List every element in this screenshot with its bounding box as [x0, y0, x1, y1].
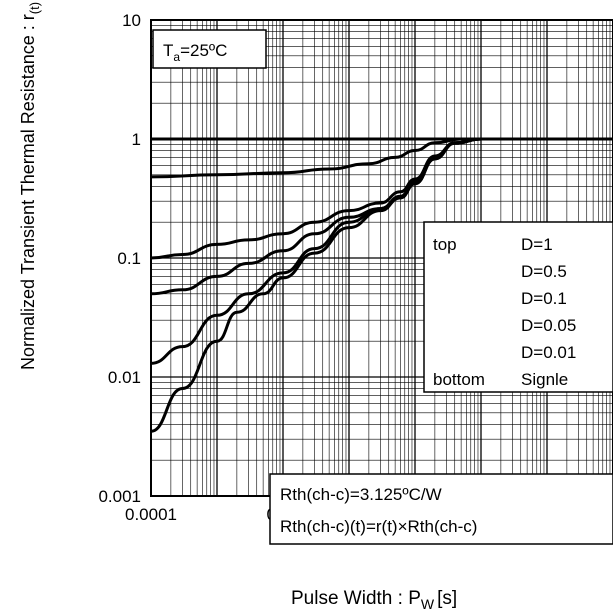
- legend-entry: D=0.01: [521, 343, 576, 362]
- series-line: [150, 137, 613, 179]
- legend-entry: D=0.5: [521, 262, 567, 281]
- x-axis-label: Pulse Width : PW [s]: [291, 588, 457, 611]
- legend-entry: D=0.05: [521, 316, 576, 335]
- y-tick-label: 0.01: [108, 368, 141, 387]
- legend-first-label: top: [433, 235, 457, 254]
- annotation-line-1: Rth(ch-c)=3.125ºC/W: [280, 485, 442, 504]
- legend-last-label: bottom: [433, 370, 485, 389]
- series-line: [150, 137, 613, 433]
- y-tick-labels: 10 1 0.1 0.01 0.001: [98, 11, 141, 506]
- annotation-line-2: Rth(ch-c)(t)=r(t)×Rth(ch-c): [280, 517, 477, 536]
- condition-box: Ta=25ºC: [152, 29, 267, 69]
- legend-entry: Signle: [521, 370, 568, 389]
- legend-entries: D=1 D=0.5 D=0.1 D=0.05 D=0.01 Signle: [521, 235, 576, 389]
- annotation-box: Rth(ch-c)=3.125ºC/W Rth(ch-c)(t)=r(t)×Rt…: [269, 473, 613, 545]
- condition-label: Ta=25ºC: [163, 41, 227, 64]
- legend-box: top bottom D=1 D=0.5 D=0.1 D=0.05 D=0.01 Sign…: [423, 221, 613, 393]
- y-tick-label: 0.1: [117, 249, 141, 268]
- series-layer: [150, 137, 613, 433]
- y-axis-label: Normalized Transient Thermal Resistance …: [18, 2, 42, 370]
- x-tick-label: 0.0001: [125, 505, 177, 524]
- y-tick-label: 10: [122, 11, 141, 30]
- y-tick-label: 1: [132, 130, 141, 149]
- y-tick-label: 0.001: [98, 487, 141, 506]
- legend-entry: D=1: [521, 235, 553, 254]
- legend-entry: D=0.1: [521, 289, 567, 308]
